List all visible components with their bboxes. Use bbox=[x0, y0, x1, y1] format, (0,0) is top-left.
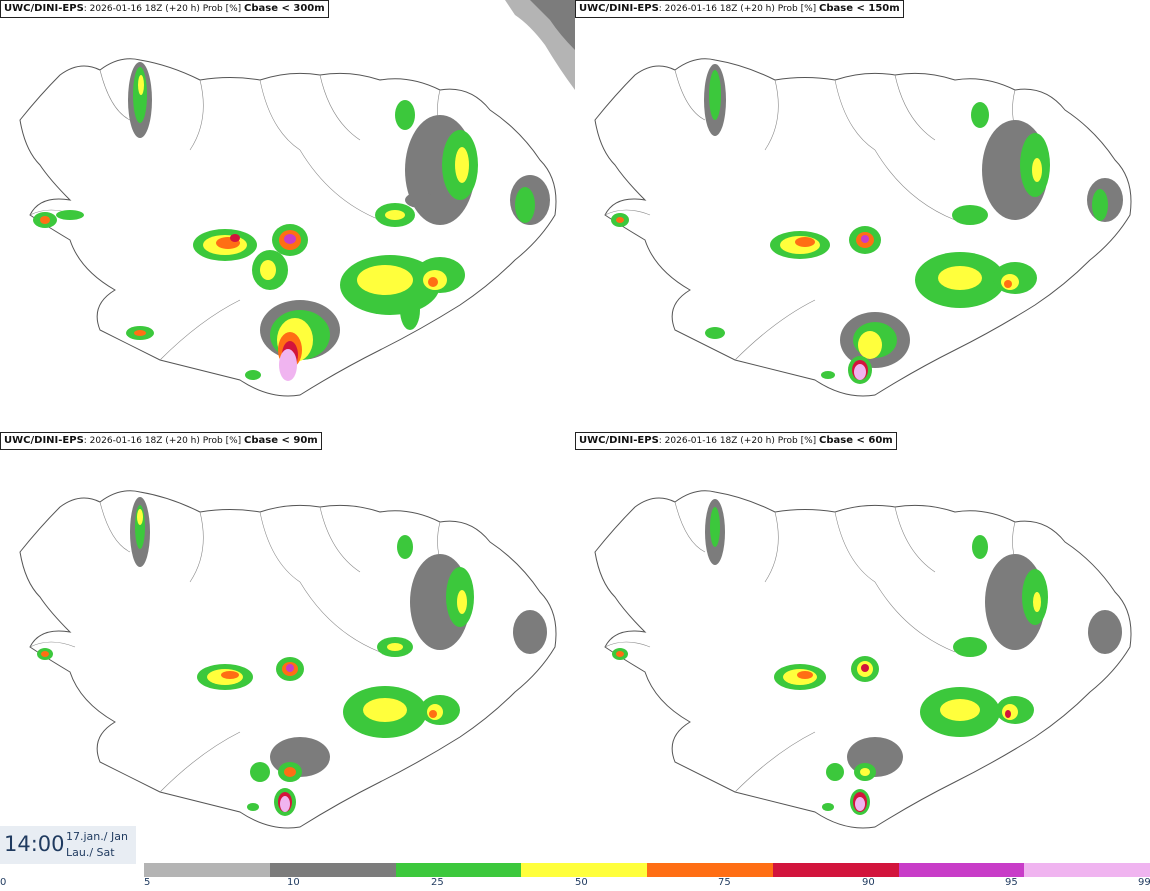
map-panel-60m: UWC/DINI-EPS: 2026-01-16 18Z (+20 h) Pro… bbox=[575, 432, 1150, 862]
valid-time-box: 14:00 17.jan./ Jan Lau./ Sat bbox=[0, 826, 136, 864]
run-info: : 2026-01-16 18Z (+20 h) Prob [%] bbox=[658, 436, 817, 446]
colorbar-tick-label: 5 bbox=[144, 877, 151, 888]
model-name: UWC/DINI-EPS bbox=[4, 3, 84, 14]
model-name: UWC/DINI-EPS bbox=[4, 435, 84, 446]
probability-field bbox=[33, 62, 550, 381]
colorbar-segment bbox=[395, 863, 522, 877]
iceland-map bbox=[19, 0, 575, 397]
run-info: : 2026-01-16 18Z (+20 h) Prob [%] bbox=[83, 4, 242, 14]
colorbar bbox=[144, 863, 1150, 877]
map-panel-150m: UWC/DINI-EPS: 2026-01-16 18Z (+20 h) Pro… bbox=[575, 0, 1150, 430]
model-name: UWC/DINI-EPS bbox=[579, 435, 659, 446]
variable-label: Cbase < 300m bbox=[244, 3, 325, 14]
colorbar-tick-label: 90 bbox=[862, 877, 875, 888]
variable-label: Cbase < 150m bbox=[819, 3, 900, 14]
iceland-map bbox=[19, 490, 557, 829]
colorbar-segment bbox=[1024, 863, 1150, 877]
panel-title: UWC/DINI-EPS: 2026-01-16 18Z (+20 h) Pro… bbox=[0, 432, 322, 450]
probability-field bbox=[612, 499, 1122, 815]
colorbar-segment bbox=[898, 863, 1025, 877]
probability-field bbox=[611, 64, 1123, 384]
variable-label: Cbase < 60m bbox=[819, 435, 893, 446]
model-name: UWC/DINI-EPS bbox=[579, 3, 659, 14]
variable-label: Cbase < 90m bbox=[244, 435, 318, 446]
valid-day: Lau./ Sat bbox=[66, 846, 115, 859]
colorbar-tick-label: 10 bbox=[287, 877, 300, 888]
panel-title: UWC/DINI-EPS: 2026-01-16 18Z (+20 h) Pro… bbox=[575, 432, 897, 450]
panel-title: UWC/DINI-EPS: 2026-01-16 18Z (+20 h) Pro… bbox=[0, 0, 329, 18]
colorbar-tick-label: 0 bbox=[0, 877, 7, 888]
iceland-map bbox=[594, 58, 1132, 397]
map-panel-300m: UWC/DINI-EPS: 2026-01-16 18Z (+20 h) Pro… bbox=[0, 0, 575, 430]
colorbar-tick-label: 50 bbox=[575, 877, 588, 888]
probability-field bbox=[37, 497, 547, 816]
colorbar-tick-label: 95 bbox=[1005, 877, 1018, 888]
colorbar-segment bbox=[647, 863, 773, 877]
colorbar-tick-label: 25 bbox=[431, 877, 444, 888]
iceland-map bbox=[594, 490, 1132, 829]
colorbar-tick-label: 99 bbox=[1138, 877, 1150, 888]
colorbar-segment bbox=[521, 863, 647, 877]
colorbar-tick-label: 75 bbox=[718, 877, 731, 888]
colorbar-segment bbox=[772, 863, 899, 877]
colorbar-segment bbox=[269, 863, 396, 877]
colorbar-segment bbox=[144, 863, 270, 877]
map-panel-90m: UWC/DINI-EPS: 2026-01-16 18Z (+20 h) Pro… bbox=[0, 432, 575, 862]
run-info: : 2026-01-16 18Z (+20 h) Prob [%] bbox=[658, 4, 817, 14]
valid-date: 17.jan./ Jan bbox=[66, 830, 128, 843]
run-info: : 2026-01-16 18Z (+20 h) Prob [%] bbox=[83, 436, 242, 446]
valid-time: 14:00 bbox=[4, 832, 65, 856]
panel-title: UWC/DINI-EPS: 2026-01-16 18Z (+20 h) Pro… bbox=[575, 0, 904, 18]
